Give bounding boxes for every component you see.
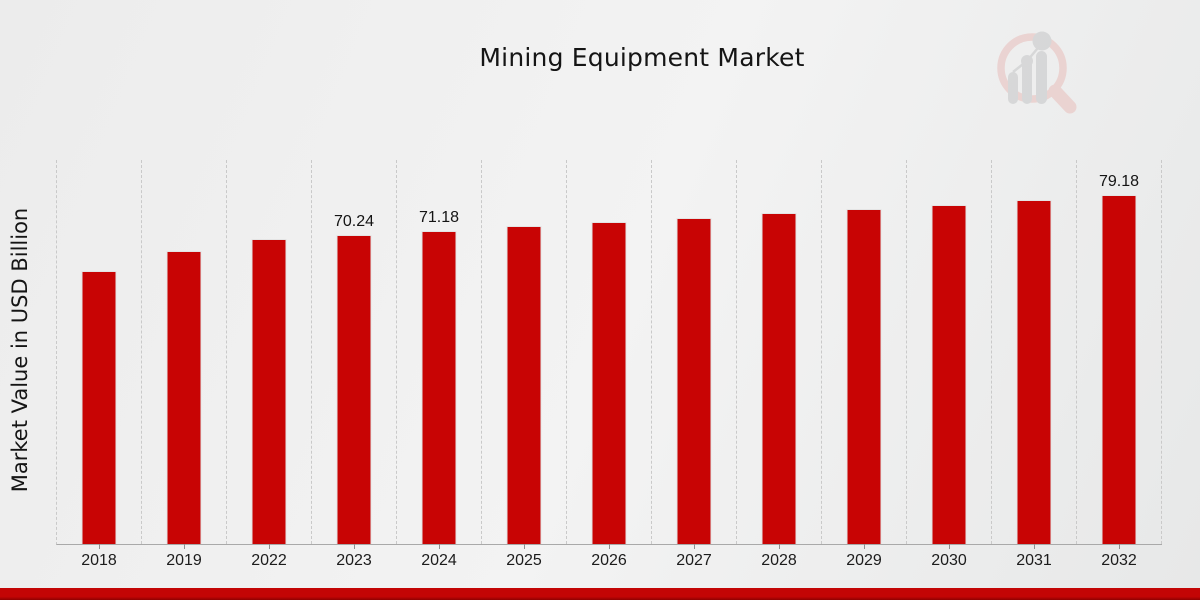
magnifier-handle (1048, 84, 1077, 114)
category-slot-2028: 2028 (737, 160, 822, 569)
bar-2019 (166, 251, 202, 544)
x-tick-mark-2024 (439, 544, 440, 549)
category-slot-2022: 2022 (227, 160, 312, 569)
footer-stripe (0, 588, 1200, 600)
bar-2031 (1016, 200, 1052, 544)
logo-dot-small (1021, 55, 1033, 67)
x-tick-mark-2027 (694, 544, 695, 549)
x-tick-label-2019: 2019 (166, 552, 202, 569)
x-tick-label-2028: 2028 (761, 552, 797, 569)
bar-2028 (761, 213, 797, 544)
x-tick-mark-2023 (354, 544, 355, 549)
chart-title: Mining Equipment Market (479, 43, 805, 72)
x-tick-label-2023: 2023 (336, 552, 372, 569)
bar-value-label-2024: 71.18 (418, 209, 460, 226)
x-tick-label-2032: 2032 (1101, 552, 1137, 569)
x-tick-label-2030: 2030 (931, 552, 967, 569)
bar-2023 (336, 235, 372, 544)
bar-2018 (81, 271, 117, 544)
category-slot-2018: 2018 (57, 160, 142, 569)
x-tick-label-2024: 2024 (421, 552, 457, 569)
logo-bar-medium (1022, 59, 1032, 104)
logo-bar-short (1008, 72, 1018, 104)
bar-2022 (251, 239, 287, 544)
bar-value-label-2032: 79.18 (1098, 173, 1140, 190)
x-tick-label-2029: 2029 (846, 552, 882, 569)
x-tick-mark-2028 (779, 544, 780, 549)
category-slot-2031: 2031 (992, 160, 1077, 569)
x-tick-mark-2019 (184, 544, 185, 549)
logo-bar-tall (1036, 51, 1047, 104)
category-slot-2023: 70.24 2023 (312, 160, 397, 569)
x-tick-label-2031: 2031 (1016, 552, 1052, 569)
category-slot-2024: 71.18 2024 (397, 160, 482, 569)
x-tick-label-2018: 2018 (81, 552, 117, 569)
category-slot-2027: 2027 (652, 160, 737, 569)
bar-2030 (931, 205, 967, 544)
x-tick-label-2026: 2026 (591, 552, 627, 569)
category-slot-2026: 2026 (567, 160, 652, 569)
bar-2024 (421, 231, 457, 544)
x-tick-mark-2025 (524, 544, 525, 549)
x-tick-mark-2032 (1119, 544, 1120, 549)
category-slot-2029: 2029 (822, 160, 907, 569)
x-tick-mark-2018 (99, 544, 100, 549)
y-axis-label: Market Value in USD Billion (8, 207, 32, 493)
x-tick-label-2027: 2027 (676, 552, 712, 569)
x-tick-mark-2022 (269, 544, 270, 549)
x-tick-mark-2026 (609, 544, 610, 549)
bar-value-label-2023: 70.24 (333, 213, 375, 230)
x-tick-label-2022: 2022 (251, 552, 287, 569)
bar-2029 (846, 209, 882, 544)
bar-2026 (591, 222, 627, 544)
x-tick-label-2025: 2025 (506, 552, 542, 569)
x-tick-mark-2031 (1034, 544, 1035, 549)
x-tick-mark-2030 (949, 544, 950, 549)
x-tick-mark-2029 (864, 544, 865, 549)
bar-2027 (676, 218, 712, 544)
category-slot-2030: 2030 (907, 160, 992, 569)
category-slot-2025: 2025 (482, 160, 567, 569)
magnifier-bar-chart-logo-icon (997, 31, 1077, 114)
bar-2025 (506, 226, 542, 544)
logo-dot-large (1032, 31, 1052, 51)
bar-2032 (1101, 195, 1137, 544)
category-slot-2019: 2019 (142, 160, 227, 569)
plot-area: 2018 2019 2022 70.24 2023 71.18 2024 2025 2026 20… (56, 160, 1162, 569)
category-slot-2032: 79.18 2032 (1077, 160, 1162, 569)
